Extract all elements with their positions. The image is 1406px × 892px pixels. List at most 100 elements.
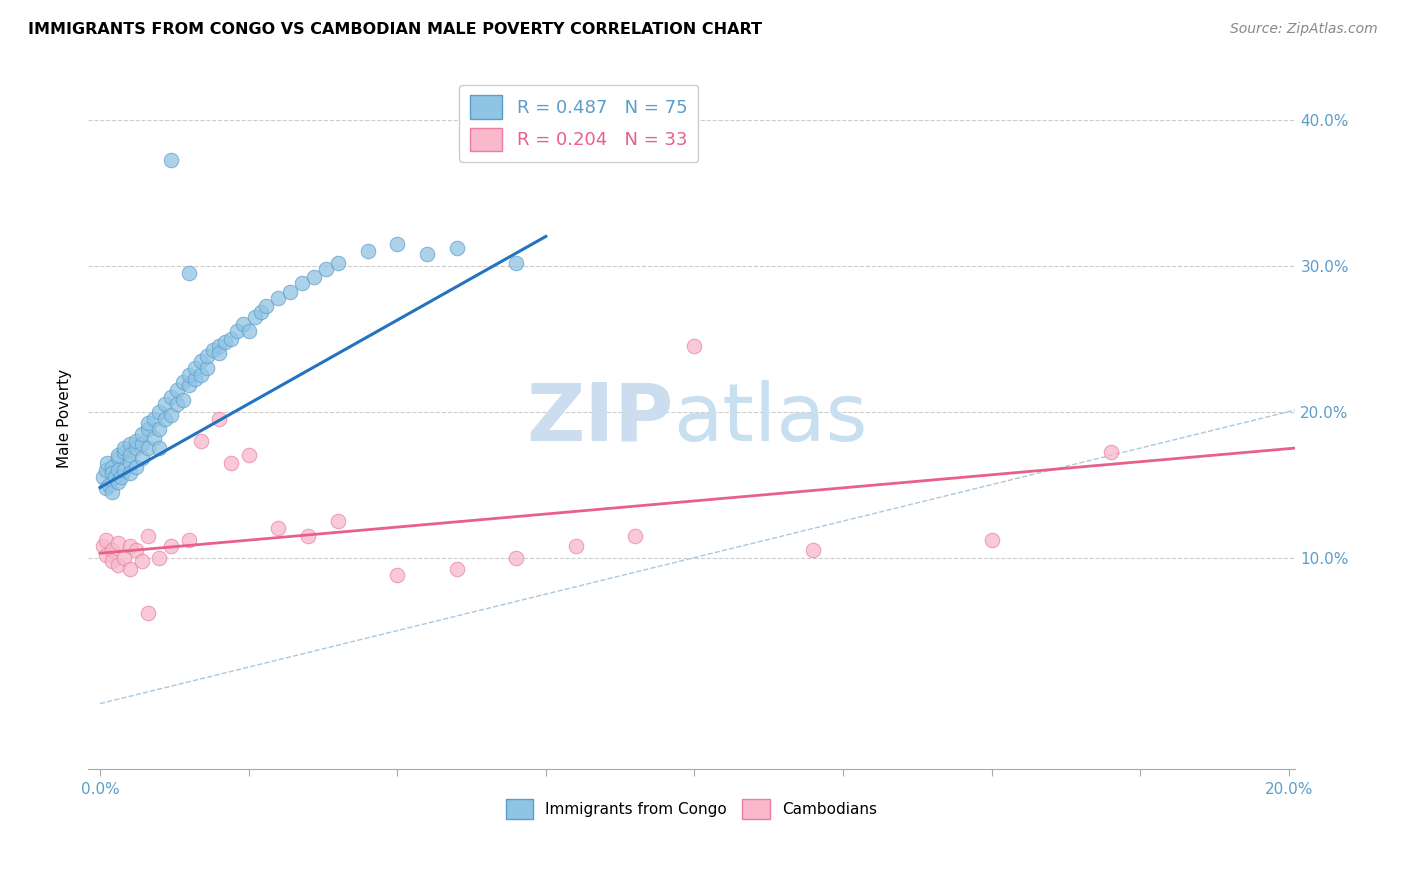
Point [94,548,117,562]
Point [125,441,148,455]
Point [101,543,124,558]
Point [136,417,159,431]
Point [179,368,201,383]
Point [131,436,153,450]
Point [107,558,129,572]
Point [96,456,118,470]
Point [326,256,349,270]
Point [131,426,153,441]
Text: atlas: atlas [673,380,868,458]
Point [166,397,188,411]
Point [172,376,194,390]
Point [148,441,170,455]
Point [107,451,129,466]
Point [148,404,170,418]
Point [356,244,378,258]
Point [110,470,132,484]
Point [160,390,183,404]
Point [118,466,141,480]
Point [160,539,183,553]
Point [91,470,114,484]
Y-axis label: Male Poverty: Male Poverty [58,369,72,468]
Point [302,270,325,285]
Point [446,241,468,255]
Point [94,481,117,495]
Point [155,397,177,411]
Point [238,449,260,463]
Point [195,360,218,375]
Point [136,422,159,436]
Point [980,533,1002,547]
Point [107,463,129,477]
Point [195,349,218,363]
Point [190,434,212,448]
Point [1099,445,1122,459]
Point [179,266,201,280]
Point [136,606,159,620]
Point [416,247,439,261]
Point [155,412,177,426]
Point [148,422,170,436]
Point [112,441,135,455]
Point [160,408,183,422]
Point [184,372,207,386]
Text: Source: ZipAtlas.com: Source: ZipAtlas.com [1230,22,1378,37]
Text: ZIP: ZIP [526,380,673,458]
Point [564,539,586,553]
Point [179,533,201,547]
Point [136,529,159,543]
Point [148,550,170,565]
Point [256,300,278,314]
Point [232,317,254,331]
Point [505,256,527,270]
Point [125,543,148,558]
Point [238,324,260,338]
Point [219,332,242,346]
Point [267,291,290,305]
Point [97,477,120,491]
Point [387,236,409,251]
Point [184,360,207,375]
Point [208,346,231,360]
Point [107,475,129,489]
Point [208,339,231,353]
Point [101,553,124,567]
Point [112,463,135,477]
Point [326,514,349,528]
Point [118,456,141,470]
Point [125,460,148,475]
Point [315,261,337,276]
Point [208,412,231,426]
Point [201,343,224,358]
Point [101,484,124,499]
Point [219,456,242,470]
Point [624,529,647,543]
Point [94,533,117,547]
Point [125,434,148,448]
Point [683,339,706,353]
Point [190,353,212,368]
Point [118,449,141,463]
Point [214,334,236,349]
Point [131,553,153,567]
Point [131,451,153,466]
Point [118,436,141,450]
Point [101,466,124,480]
Point [505,550,527,565]
Point [160,153,183,168]
Point [107,449,129,463]
Point [101,460,124,475]
Point [142,412,165,426]
Point [278,285,301,299]
Point [225,324,247,338]
Point [291,276,314,290]
Point [446,562,468,576]
Point [297,529,319,543]
Point [91,539,114,553]
Point [118,539,141,553]
Point [104,470,127,484]
Point [107,536,129,550]
Point [172,392,194,407]
Point [179,378,201,392]
Point [112,445,135,459]
